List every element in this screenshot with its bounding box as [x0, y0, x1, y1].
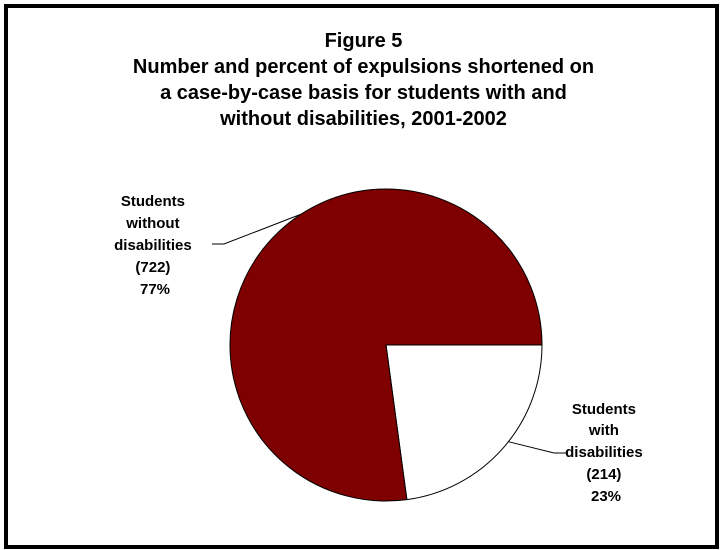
leader-lines [212, 213, 566, 454]
chart-title: Figure 5 [324, 30, 403, 52]
slice-label-without-line-2: without [125, 215, 179, 232]
slice-label-without-line-3: disabilities [114, 237, 192, 254]
leader-line-without [212, 213, 301, 245]
pie-slice-0 [385, 344, 543, 501]
pie-slices [229, 188, 543, 502]
slice-label-with-line-3: disabilities [565, 444, 643, 461]
chart-subtitle-line-1: Number and percent of expulsions shorten… [132, 56, 595, 78]
slice-percent-with: 23% [591, 488, 621, 505]
slice-label-without-line-1: Students [121, 193, 185, 210]
slice-label-with-disabilities: Students with disabilities (214) 23% [565, 401, 647, 505]
slice-count-with: (214) [586, 466, 621, 483]
slice-label-with-line-2: with [588, 422, 619, 439]
pie-slice-1 [229, 188, 543, 502]
slice-label-without-disabilities: Students without disabilities (722) 77% [114, 193, 196, 298]
slice-label-with-line-1: Students [572, 401, 636, 418]
chart-title-block: Figure 5 Number and percent of expulsion… [0, 28, 727, 132]
leader-line-with [508, 441, 566, 454]
slice-percent-without: 77% [140, 281, 170, 298]
chart-subtitle-line-3: without disabilities, 2001-2002 [220, 108, 507, 130]
chart-subtitle-line-2: a case-by-case basis for students with a… [160, 82, 567, 104]
slice-count-without: (722) [135, 259, 170, 276]
